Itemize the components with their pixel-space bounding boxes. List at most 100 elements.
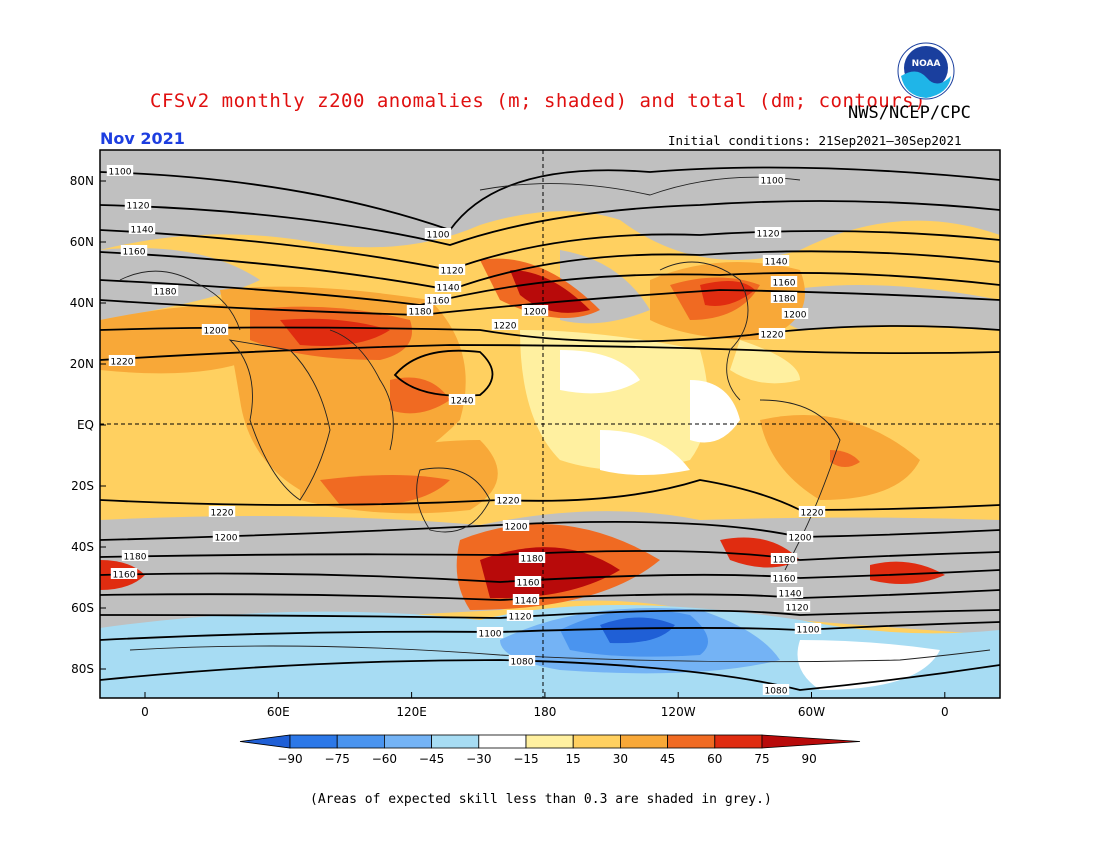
- colorbar-segment: [478, 734, 527, 749]
- colorbar-tick: −30: [466, 752, 491, 766]
- contour-label-bg: [776, 587, 804, 598]
- colorbar-tick: −90: [277, 752, 302, 766]
- height-contours: [100, 166, 1000, 691]
- contour-label-bg: [514, 576, 542, 587]
- contour-label-text: 1140: [131, 226, 154, 236]
- contour-label: 1120: [506, 610, 534, 623]
- contour-label-text: 1160: [773, 279, 796, 289]
- lat-label: 20N: [70, 357, 94, 371]
- contour-label-text: 1220: [497, 497, 520, 507]
- contour-label: 1200: [502, 520, 530, 533]
- contour-label: 1180: [406, 305, 434, 318]
- contour-label-bg: [783, 601, 811, 612]
- contour-label-text: 1160: [517, 579, 540, 589]
- contour-label-bg: [434, 281, 462, 292]
- contour-label-text: 1120: [441, 267, 464, 277]
- contour-label: 1160: [770, 276, 798, 289]
- lat-label: 60N: [70, 235, 94, 249]
- contour-label-text: 1160: [113, 571, 136, 581]
- contour-label-bg: [781, 308, 809, 319]
- contour-label: 1200: [521, 305, 549, 318]
- contour-label-text: 1180: [124, 553, 147, 563]
- colorbar-segment: [714, 734, 763, 749]
- contour-label-bg: [758, 328, 786, 339]
- contour-label: 1160: [514, 576, 542, 589]
- lat-label: 20S: [71, 479, 94, 493]
- contour-labels: 1100 1120 1140 1160 1180 1200 1220 1100 1120 1140…: [106, 165, 826, 697]
- contour-label-bg: [491, 319, 519, 330]
- contour-label-text: 1140: [437, 284, 460, 294]
- colorbar-segment: [289, 734, 338, 749]
- contour-label-bg: [786, 531, 814, 542]
- contour-label: 1140: [776, 587, 804, 600]
- contour-label: 1160: [110, 568, 138, 581]
- contour-label-text: 1200: [505, 523, 528, 533]
- contour-label-bg: [406, 305, 434, 316]
- contour-label-bg: [128, 223, 156, 234]
- contour-label: 1180: [121, 550, 149, 563]
- contour-label-text: 1080: [511, 658, 534, 668]
- contour-label-bg: [106, 165, 134, 176]
- contour-label: 1200: [201, 324, 229, 337]
- contour-label-bg: [438, 264, 466, 275]
- contour-label-bg: [521, 305, 549, 316]
- contour-label-bg: [770, 572, 798, 583]
- contour-label: 1140: [434, 281, 462, 294]
- contour-label: 1180: [770, 553, 798, 566]
- contour-label-bg: [770, 276, 798, 287]
- initial-conditions: Initial conditions: 21Sep2021–30Sep2021: [668, 133, 962, 148]
- colorbar-tick: −60: [372, 752, 397, 766]
- longitude-labels: 0 60E 120E 180 120W 60W 0: [141, 692, 949, 719]
- contour-label-text: 1220: [494, 322, 517, 332]
- contour-label: 1100: [794, 623, 822, 636]
- contour-label: 1140: [762, 255, 790, 268]
- contour-label: 1220: [758, 328, 786, 341]
- contour-label-text: 1100: [427, 231, 450, 241]
- contour-label-bg: [794, 623, 822, 634]
- contour-label: 1180: [151, 285, 179, 298]
- colorbar-tick: 75: [754, 752, 769, 766]
- lat-label: 80S: [71, 662, 94, 676]
- contour-label-text: 1180: [521, 555, 544, 565]
- contour-label: 1160: [770, 572, 798, 585]
- colorbar-tick: −15: [513, 752, 538, 766]
- contour-label-text: 1180: [409, 308, 432, 318]
- contour-label-text: 1240: [451, 397, 474, 407]
- colorbar-segment: [667, 734, 716, 749]
- colorbar-segment: [336, 734, 385, 749]
- contour-label: 1120: [783, 601, 811, 614]
- contour-label-text: 1120: [786, 604, 809, 614]
- contour-label: 1100: [106, 165, 134, 178]
- contour-label-text: 1200: [789, 534, 812, 544]
- contour-label: 1180: [518, 552, 546, 565]
- skill-footnote: (Areas of expected skill less than 0.3 a…: [310, 792, 772, 807]
- contour-label-bg: [754, 227, 782, 238]
- contour-label-text: 1180: [773, 295, 796, 305]
- lon-label: 120W: [661, 705, 696, 719]
- contour-label-bg: [518, 552, 546, 563]
- contour-label-text: 1200: [524, 308, 547, 318]
- contour-label-bg: [770, 553, 798, 564]
- colorbar-right-arrow: [761, 734, 861, 749]
- contour-label: 1120: [438, 264, 466, 277]
- noaa-logo-text: NOAA: [912, 59, 941, 69]
- contour-label-bg: [120, 245, 148, 256]
- contour-label: 1140: [128, 223, 156, 236]
- contour-label-bg: [512, 594, 540, 605]
- colorbar-tick: −75: [325, 752, 350, 766]
- contour-label-bg: [758, 174, 786, 185]
- contour-label-bg: [762, 684, 790, 695]
- contour-label-bg: [212, 531, 240, 542]
- contour-label: 1140: [512, 594, 540, 607]
- contour-label: 1080: [508, 655, 536, 668]
- contour-label-bg: [502, 520, 530, 531]
- lat-label: 40S: [71, 540, 94, 554]
- contour-label: 1120: [754, 227, 782, 240]
- contour-label-bg: [476, 627, 504, 638]
- contour-label: 1220: [108, 355, 136, 368]
- colorbar-segment: [572, 734, 621, 749]
- contour-label-text: 1140: [779, 590, 802, 600]
- latitude-labels: 80N 60N 40N 20N EQ 20S 40S 60S 80S: [70, 174, 106, 676]
- contour-label-bg: [124, 199, 152, 210]
